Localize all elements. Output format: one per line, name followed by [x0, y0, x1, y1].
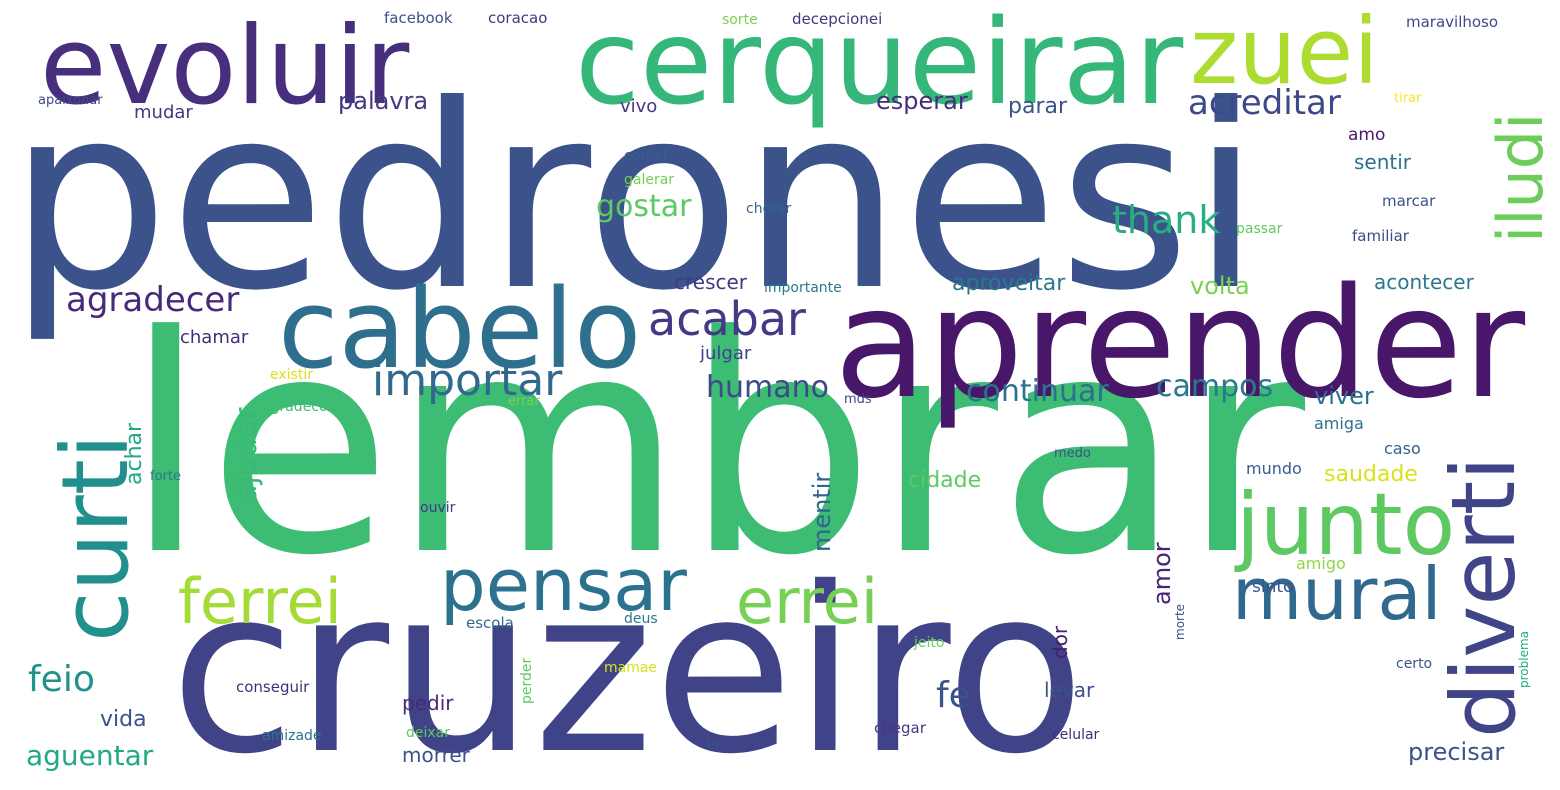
word-morrer: morrer: [402, 743, 470, 767]
word-lembrar: lembrar: [124, 272, 1306, 621]
word-esperar: esperar: [876, 87, 968, 115]
word-fe: fe: [936, 675, 971, 716]
word-chegar: chegar: [874, 719, 926, 737]
word-problema: problema: [1517, 630, 1531, 688]
word-junto: junto: [1236, 475, 1456, 575]
word-agradecer: agradecer: [66, 280, 240, 320]
word-ferrei: ferrei: [178, 565, 342, 638]
word-ajudar: ajudar: [229, 407, 264, 504]
word-gostar: gostar: [596, 189, 692, 224]
word-comer: comer: [624, 148, 669, 164]
word-celular: celular: [1052, 727, 1100, 743]
word-agradeco: agradeco: [262, 399, 328, 415]
word-facebook: facebook: [384, 9, 453, 27]
word-chorar: chorar: [746, 201, 792, 217]
word-morte: morte: [1173, 603, 1187, 640]
word-acreditar: acreditar: [1188, 83, 1341, 123]
word-feio: feio: [28, 659, 95, 700]
word-crescer: crescer: [674, 270, 748, 294]
word-achar: achar: [122, 422, 147, 485]
word-thank: thank: [1112, 198, 1221, 242]
word-perder: perder: [519, 657, 535, 704]
word-passar: passar: [1236, 221, 1283, 237]
word-amiga: amiga: [1314, 414, 1364, 433]
word-dor: dor: [1048, 625, 1072, 659]
word-sentir: sentir: [1354, 150, 1412, 174]
word-acontecer: acontecer: [1374, 270, 1474, 294]
word-cabelo: cabelo: [278, 265, 642, 393]
word-marcar: marcar: [1382, 192, 1436, 210]
word-rir: rir: [706, 736, 722, 752]
word-evoluir: evoluir: [40, 4, 410, 129]
word-galerar: galerar: [624, 172, 675, 188]
word-errei: errei: [736, 565, 879, 638]
word-aprender: aprender: [834, 255, 1526, 432]
word-amor: amor: [1148, 542, 1176, 605]
word-certo: certo: [1396, 656, 1433, 672]
word-volta: volta: [1190, 272, 1250, 300]
word-coracao: coracao: [488, 9, 548, 27]
word-maravilhoso: maravilhoso: [1406, 13, 1499, 31]
word-jeito: jeito: [914, 635, 945, 651]
word-mamae: mamae: [604, 660, 658, 676]
word-chamar: chamar: [180, 327, 249, 348]
word-conseguir: conseguir: [236, 678, 310, 696]
word-familiar: familiar: [1352, 227, 1409, 245]
word-pedronesi: pedronesi: [8, 50, 1262, 346]
word-parar: parar: [1008, 94, 1068, 119]
word-julgar: julgar: [700, 343, 752, 364]
word-decepcionei: decepcionei: [792, 10, 883, 28]
word-pensar: pensar: [440, 543, 687, 627]
word-existir: existir: [270, 367, 313, 383]
word-importante: importante: [764, 280, 842, 296]
word-ouvir: ouvir: [420, 500, 456, 516]
word-mudar: mudar: [134, 102, 193, 123]
word-caso: caso: [1384, 439, 1421, 458]
word-campos: campos: [1156, 369, 1274, 404]
word-cruzeiro: cruzeiro: [170, 538, 1086, 790]
word-diverti: diverti: [1432, 456, 1535, 738]
word-acabar: acabar: [648, 292, 806, 346]
word-apaixonar: apaixonar: [38, 93, 103, 108]
word-importar: importar: [372, 355, 563, 406]
word-humano: humano: [706, 370, 830, 405]
word-palavra: palavra: [338, 87, 429, 115]
word-viver: viver: [1314, 382, 1374, 410]
word-pedir: pedir: [402, 691, 454, 715]
word-vida: vida: [100, 707, 147, 732]
word-deixar: deixar: [406, 725, 451, 741]
word-escola: escola: [466, 614, 514, 632]
word-levar: levar: [1044, 678, 1095, 702]
word-saudade: saudade: [1324, 462, 1418, 487]
word-precisar: precisar: [1408, 738, 1505, 766]
word-iludi: iludi: [1484, 112, 1557, 243]
word-amizade: amizade: [262, 728, 322, 744]
word-sorte: sorte: [722, 12, 758, 28]
word-sinto: sinto: [1252, 577, 1294, 597]
word-cerqueirar: cerqueirar: [575, 0, 1184, 131]
word-vivo: vivo: [620, 96, 658, 117]
word-mentir: mentir: [808, 472, 836, 552]
word-mds: mds: [844, 392, 872, 407]
word-mundo: mundo: [1246, 459, 1302, 478]
word-forte: forte: [150, 469, 181, 484]
word-aguentar: aguentar: [26, 739, 154, 772]
word-zuei: zuei: [1190, 0, 1379, 105]
word-amo: amo: [1348, 125, 1386, 145]
word-continuar: continuar: [966, 374, 1109, 409]
word-deus: deus: [624, 611, 658, 627]
word-tirar: tirar: [1394, 91, 1422, 106]
word-medo: medo: [1054, 446, 1091, 461]
word-cidade: cidade: [908, 468, 982, 493]
word-mural: mural: [1232, 552, 1442, 636]
word-amigo: amigo: [1296, 554, 1346, 573]
word-aproveitar: aproveitar: [952, 271, 1066, 296]
word-errar: errar: [508, 394, 540, 409]
